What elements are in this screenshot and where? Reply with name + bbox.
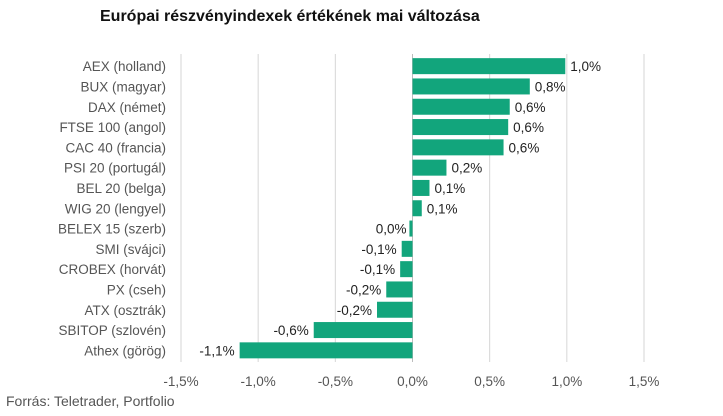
category-label: BELEX 15 (szerb) xyxy=(58,222,166,237)
data-label: -0,6% xyxy=(273,323,308,338)
category-label: Athex (görög) xyxy=(84,343,166,358)
bar xyxy=(412,58,566,75)
category-label: AEX (holland) xyxy=(83,59,166,74)
data-label: 1,0% xyxy=(570,59,601,74)
data-label: 0,1% xyxy=(427,201,458,216)
category-label: CAC 40 (francia) xyxy=(65,140,166,155)
data-label: -0,2% xyxy=(346,282,381,297)
category-label: FTSE 100 (angol) xyxy=(59,120,166,135)
category-label: ATX (osztrák) xyxy=(84,303,166,318)
x-tick-label: -0,5% xyxy=(318,374,353,389)
data-label: 0,0% xyxy=(376,222,407,237)
source-note: Forrás: Teletrader, Portfolio xyxy=(6,393,175,409)
chart-title: Európai részvényindexek értékének mai vá… xyxy=(100,8,480,25)
bar xyxy=(412,200,422,217)
x-tick-label: 0,5% xyxy=(474,374,505,389)
data-label: 0,6% xyxy=(515,100,546,115)
bar xyxy=(377,301,413,318)
data-label: 0,8% xyxy=(535,79,566,94)
bar xyxy=(412,119,509,136)
category-label: CROBEX (horvát) xyxy=(59,262,166,277)
category-label: SMI (svájci) xyxy=(96,242,167,257)
data-label: 0,2% xyxy=(451,161,482,176)
bar xyxy=(386,281,413,298)
x-tick-label: 1,0% xyxy=(551,374,582,389)
category-label: DAX (német) xyxy=(88,100,166,115)
data-label: -0,1% xyxy=(360,262,395,277)
bar xyxy=(412,159,447,176)
x-tick-label: 1,5% xyxy=(629,374,660,389)
category-label: BEL 20 (belga) xyxy=(76,181,166,196)
bar xyxy=(412,78,530,95)
x-tick-label: -1,5% xyxy=(163,374,198,389)
category-label: BUX (magyar) xyxy=(80,79,166,94)
bar xyxy=(409,220,413,237)
data-label: -0,2% xyxy=(337,303,372,318)
x-tick-label: -1,0% xyxy=(241,374,276,389)
data-label: -0,1% xyxy=(361,242,396,257)
data-label: 0,6% xyxy=(513,120,544,135)
data-label: -1,1% xyxy=(199,343,234,358)
data-label: 0,1% xyxy=(434,181,465,196)
x-tick-label: 0,0% xyxy=(397,374,428,389)
category-label: PX (cseh) xyxy=(107,282,166,297)
bar xyxy=(239,342,413,359)
bar xyxy=(313,322,413,339)
category-label: SBITOP (szlovén) xyxy=(58,323,166,338)
category-label: PSI 20 (portugál) xyxy=(64,161,166,176)
bar xyxy=(400,261,413,278)
bar xyxy=(412,139,504,156)
category-label: WIG 20 (lengyel) xyxy=(65,201,166,216)
bar xyxy=(401,240,413,257)
bar xyxy=(412,179,430,196)
data-label: 0,6% xyxy=(509,140,540,155)
bar xyxy=(412,98,510,115)
